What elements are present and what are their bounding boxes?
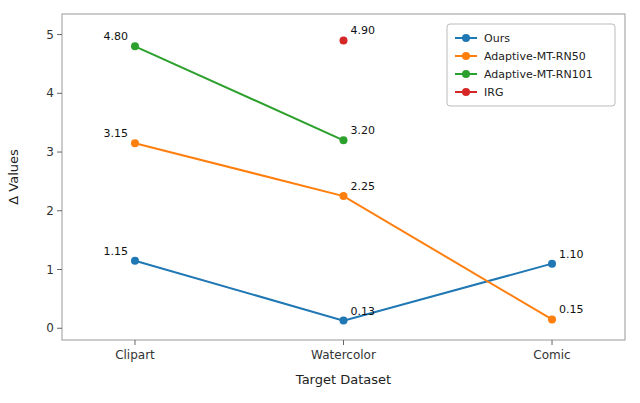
data-point [340,317,348,325]
data-point [340,192,348,200]
series-line [135,261,552,321]
legend-label: IRG [484,86,503,99]
legend-marker [462,70,470,78]
y-tick-label: 5 [46,28,54,42]
y-tick-label: 0 [46,321,54,335]
y-tick-label: 2 [46,204,54,218]
data-point [548,260,556,268]
data-label: 1.15 [103,245,128,258]
y-tick [57,152,62,153]
legend: Ours Adaptive-MT-RN50 Adaptive-MT-RN101 IRG [447,24,615,106]
x-tick [134,340,135,345]
data-label: 3.15 [103,127,128,140]
data-label: 1.10 [559,248,584,261]
x-tick [343,340,344,345]
data-point [340,136,348,144]
y-tick-label: 3 [46,145,54,159]
y-tick-label: 4 [46,86,54,100]
plot-frame [62,14,625,340]
legend-marker [462,34,470,42]
legend-marker [462,88,470,96]
y-tick [57,93,62,94]
data-label: 3.20 [351,124,376,137]
series-line [135,143,552,319]
x-tick-label: Comic [533,348,570,362]
chart: 0 1 2 3 4 5 Clipart Watercolor Comic Target Datas… [0,0,640,403]
data-label: 4.90 [351,24,376,37]
data-point [340,36,348,44]
y-axis-label: Δ Values [6,149,21,205]
data-label: 0.13 [351,305,376,318]
y-tick-label: 1 [46,263,54,277]
data-point [131,257,139,265]
legend-box [447,24,615,106]
y-tick [57,34,62,35]
x-tick-label: Watercolor [311,348,376,362]
y-tick [57,328,62,329]
y-tick [57,210,62,211]
x-tick-label: Clipart [115,348,155,362]
data-label: 2.25 [351,180,376,193]
data-point [131,139,139,147]
legend-label: Adaptive-MT-RN101 [484,68,593,81]
x-tick [552,340,553,345]
y-tick [57,269,62,270]
x-axis-label: Target Dataset [295,372,391,387]
legend-label: Adaptive-MT-RN50 [484,50,586,63]
data-point [548,315,556,323]
data-point [131,42,139,50]
data-label: 0.15 [559,303,584,316]
data-label: 4.80 [103,30,128,43]
series-line [135,46,344,140]
legend-label: Ours [484,32,510,45]
legend-marker [462,52,470,60]
